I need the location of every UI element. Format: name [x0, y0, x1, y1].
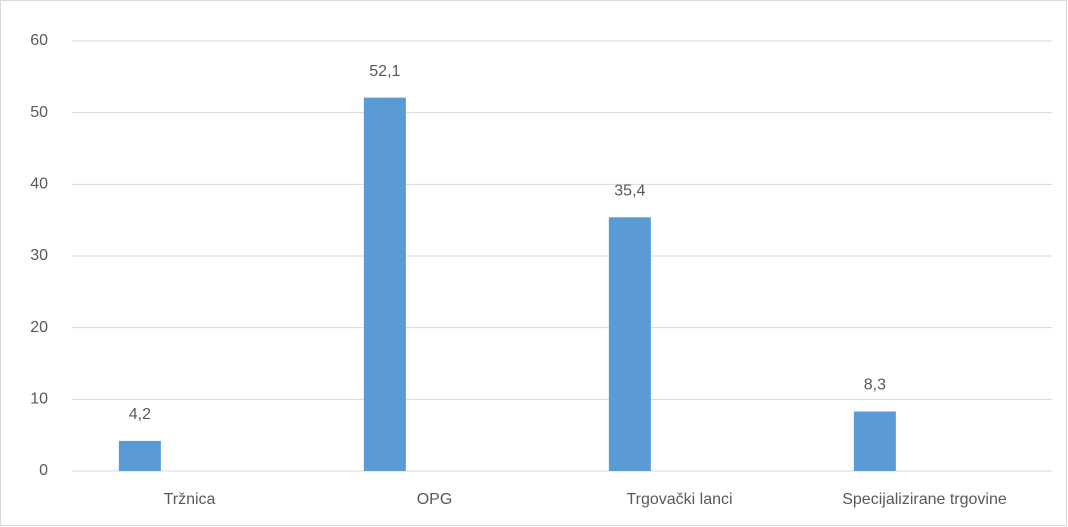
y-tick-label: 10	[30, 391, 48, 408]
data-label: 35,4	[614, 183, 645, 200]
y-tick-label: 0	[39, 462, 48, 479]
y-tick-label: 50	[30, 104, 48, 121]
bar	[363, 97, 406, 471]
x-tick-label: Tržnica	[164, 491, 216, 508]
y-tick-label: 40	[30, 176, 48, 193]
y-tick-label: 30	[30, 247, 48, 264]
x-tick-label: Trgovački lanci	[626, 491, 732, 508]
bar	[853, 411, 896, 471]
x-tick-label: Specijalizirane trgovine	[842, 491, 1007, 508]
data-label: 52,1	[369, 63, 400, 80]
bar	[118, 440, 161, 471]
bar	[608, 217, 651, 471]
data-label: 4,2	[129, 406, 151, 423]
y-tick-label: 20	[30, 319, 48, 336]
data-label: 8,3	[864, 377, 886, 394]
x-tick-label: OPG	[417, 491, 453, 508]
y-tick-label: 60	[30, 32, 48, 49]
